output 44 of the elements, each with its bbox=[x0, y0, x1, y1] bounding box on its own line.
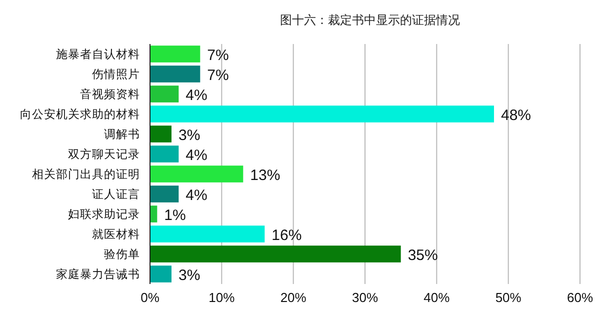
bar bbox=[150, 246, 401, 262]
data-label: 3% bbox=[178, 267, 200, 284]
data-label: 4% bbox=[186, 87, 208, 104]
data-label: 35% bbox=[408, 247, 438, 264]
data-label: 7% bbox=[207, 47, 229, 64]
bar bbox=[150, 266, 172, 282]
bar bbox=[150, 206, 158, 222]
x-tick-label: 30% bbox=[352, 290, 378, 305]
data-label: 1% bbox=[164, 207, 186, 224]
data-label: 4% bbox=[186, 147, 208, 164]
bar bbox=[150, 146, 179, 162]
y-tick-label: 伤情照片 bbox=[92, 68, 140, 81]
x-tick-label: 50% bbox=[495, 290, 522, 305]
x-tick-label: 0% bbox=[140, 290, 160, 305]
y-tick-label: 双方聊天记录 bbox=[68, 147, 140, 161]
bar bbox=[150, 226, 265, 242]
y-tick-label: 家庭暴力告诫书 bbox=[56, 267, 140, 281]
data-label: 3% bbox=[178, 127, 200, 144]
x-tick-label: 20% bbox=[280, 290, 307, 305]
y-tick-label: 向公安机关求助的材料 bbox=[20, 107, 140, 121]
y-tick-label: 就医材料 bbox=[92, 228, 140, 241]
chart-title: 图十六：裁定书中显示的证据情况 bbox=[280, 13, 460, 27]
x-tick-label: 60% bbox=[566, 290, 594, 305]
bar bbox=[150, 126, 172, 142]
bar bbox=[150, 86, 179, 102]
bar bbox=[150, 46, 200, 62]
bar bbox=[150, 186, 179, 202]
y-tick-label: 相关部门出具的证明 bbox=[32, 167, 140, 181]
y-tick-label: 妇联求助记录 bbox=[68, 208, 140, 221]
y-tick-label: 调解书 bbox=[104, 128, 140, 141]
x-tick-label: 10% bbox=[208, 290, 236, 305]
bar bbox=[150, 66, 200, 82]
y-tick-label: 施暴者自认材料 bbox=[56, 48, 140, 61]
data-label: 7% bbox=[207, 67, 229, 84]
y-tick-label: 音视频资料 bbox=[80, 87, 140, 101]
x-tick-label: 40% bbox=[424, 290, 450, 305]
y-tick-label: 证人证言 bbox=[92, 187, 140, 201]
bar bbox=[150, 106, 494, 122]
data-label: 4% bbox=[186, 187, 208, 204]
data-label: 13% bbox=[250, 167, 280, 184]
data-label: 48% bbox=[501, 107, 532, 124]
data-label: 16% bbox=[272, 227, 302, 244]
bar bbox=[150, 166, 244, 182]
y-tick-label: 验伤单 bbox=[104, 248, 140, 261]
